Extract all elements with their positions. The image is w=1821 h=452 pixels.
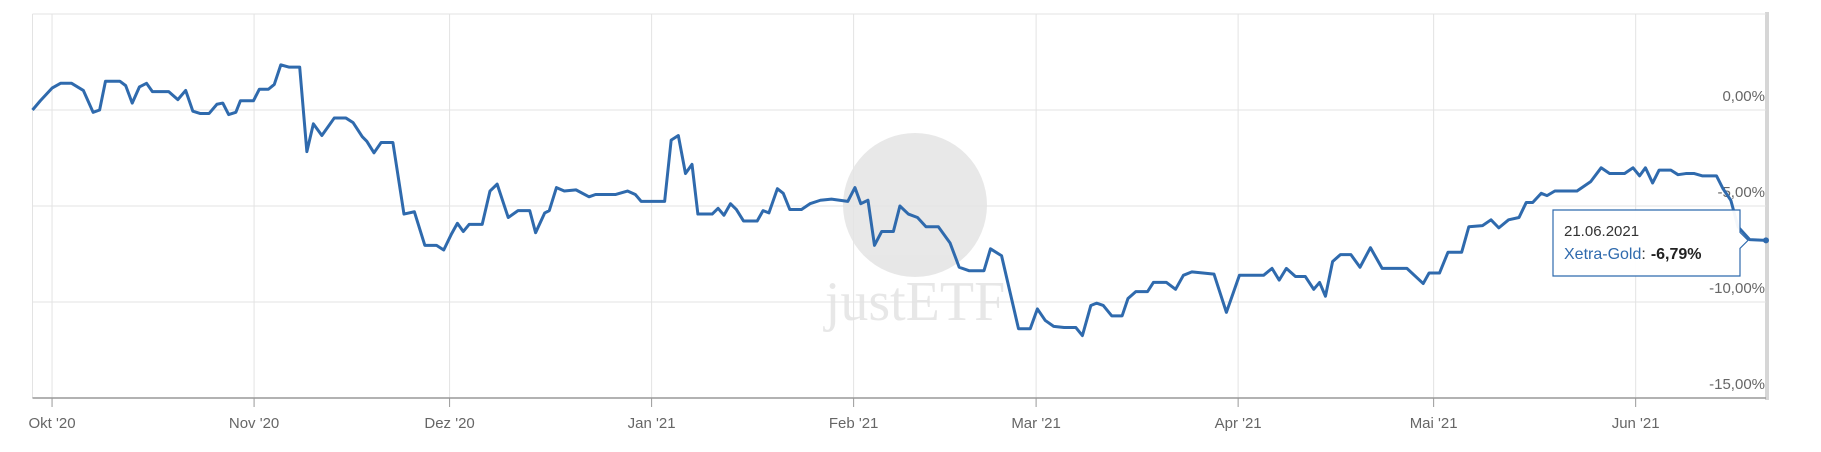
tooltip-series: Xetra-Gold (1564, 246, 1641, 263)
tooltip-separator: : (1641, 246, 1645, 263)
watermark-logo (843, 133, 987, 277)
tooltip-value: Xetra-Gold: -6,79% (1564, 246, 1702, 263)
price-line (31, 63, 1767, 338)
y-tick-label: 0,00% (1722, 88, 1765, 105)
x-tick-label: Apr '21 (1215, 415, 1262, 432)
y-tick-label: -15,00% (1709, 376, 1765, 393)
tooltip-box (1552, 209, 1749, 277)
tooltip: 21.06.2021 Xetra-Gold: -6,79% (1552, 209, 1749, 277)
y-tick-label: -10,00% (1709, 280, 1765, 297)
hover-point (1763, 237, 1769, 244)
tooltip-number: -6,79% (1651, 246, 1702, 263)
tooltip-date: 21.06.2021 (1564, 223, 1639, 240)
x-tick-label: Nov '20 (229, 415, 279, 432)
x-tick-label: Dez '20 (424, 415, 474, 432)
x-tick-label: Mai '21 (1410, 415, 1458, 432)
x-tick-label: Okt '20 (29, 415, 76, 432)
x-tick-label: Jan '21 (628, 415, 676, 432)
x-tick-label: Jun '21 (1612, 415, 1660, 432)
x-tick-label: Feb '21 (829, 415, 879, 432)
x-tick-label: Mar '21 (1011, 415, 1061, 432)
